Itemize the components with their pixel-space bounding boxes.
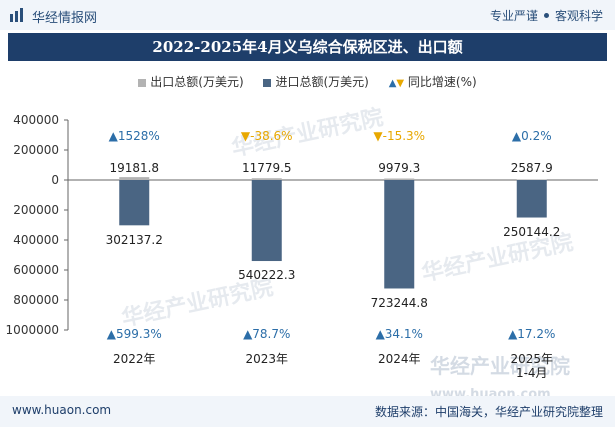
x-category-label-line: 2022年 — [113, 352, 156, 366]
tagline: 专业严谨 客观科学 — [490, 7, 603, 24]
x-category-label: 2024年 — [378, 352, 421, 366]
export-bar — [516, 179, 547, 181]
export-growth-label: ▼-15.3% — [373, 129, 425, 143]
brand-name: 华经情报网 — [32, 11, 98, 26]
export-bar — [119, 177, 150, 180]
footer-bar: www.huaon.com 数据来源：中国海关，华经产业研究院整理 — [0, 396, 615, 427]
x-category-label-line: 2024年 — [378, 352, 421, 366]
import-growth-label: ▲17.2% — [508, 327, 555, 341]
tagline-left: 专业严谨 — [489, 9, 538, 23]
import-growth-label: ▲599.3% — [107, 327, 162, 341]
export-value-label: 9979.3 — [378, 161, 420, 175]
legend-item-import: 进口总额(万美元) — [263, 73, 369, 90]
title-bar: 2022-2025年4月义乌综合保税区进、出口额 — [8, 33, 607, 61]
export-bar — [251, 178, 282, 180]
import-value-label: 540222.3 — [238, 268, 295, 282]
import-bar — [251, 180, 282, 262]
import-bar — [516, 180, 547, 218]
legend: 出口总额(万美元) 进口总额(万美元) ▲▼ 同比增速(%) — [0, 73, 615, 91]
y-tick-label: 400000 — [13, 233, 59, 247]
x-category-label: 2025年 1-4月 — [510, 352, 553, 380]
x-category-label-line: 2025年 — [510, 352, 553, 366]
import-growth-label: ▲34.1% — [376, 327, 423, 341]
export-value-label: 2587.9 — [511, 161, 553, 175]
bar-chart: 400000 200000 0 200000 400000 600000 800000 100… — [6, 113, 598, 380]
y-tick-label: 400000 — [13, 113, 59, 127]
tagline-right: 客观科学 — [554, 9, 603, 23]
header-bar: 华经情报网 专业严谨 客观科学 — [0, 0, 615, 30]
export-growth-label: ▲1528% — [109, 129, 160, 143]
import-growth-label: ▲78.7% — [243, 327, 290, 341]
chart-title: 2022-2025年4月义乌综合保税区进、出口额 — [152, 38, 463, 56]
y-tick-label: 1000000 — [6, 323, 59, 337]
export-value-label: 11779.5 — [242, 161, 292, 175]
y-tick-label: 200000 — [13, 143, 59, 157]
legend-item-growth: ▲▼ 同比增速(%) — [389, 73, 477, 90]
import-bar — [384, 180, 415, 289]
import-value-label: 302137.2 — [106, 233, 163, 247]
x-category-label-line: 1-4月 — [516, 366, 548, 380]
x-category-label: 2023年 — [245, 352, 288, 366]
y-tick-label: 800000 — [13, 293, 59, 307]
legend-export-label: 出口总额(万美元) — [150, 75, 244, 89]
x-category-label-line: 2023年 — [245, 352, 288, 366]
import-value-label: 250144.2 — [503, 225, 560, 239]
dot-separator-icon — [543, 13, 549, 18]
footer-website: www.huaon.com — [12, 403, 112, 417]
import-bar — [119, 180, 150, 226]
legend-import-label: 进口总额(万美元) — [275, 75, 369, 89]
triangle-down-icon: ▼ — [396, 78, 405, 89]
import-value-label: 723244.8 — [371, 296, 428, 310]
legend-growth-label: 同比增速(%) — [407, 75, 477, 89]
footer-source: 数据来源：中国海关，华经产业研究院整理 — [374, 405, 603, 419]
legend-export-swatch — [138, 78, 147, 87]
legend-item-export: 出口总额(万美元) — [138, 73, 244, 90]
export-bar — [384, 178, 415, 180]
export-value-label: 19181.8 — [109, 161, 159, 175]
export-growth-label: ▲0.2% — [512, 129, 552, 143]
brand-logo-icon — [10, 8, 23, 22]
triangle-up-icon: ▲ — [388, 78, 397, 89]
export-growth-label: ▼-38.6% — [241, 129, 293, 143]
legend-import-swatch — [263, 78, 272, 87]
x-category-label: 2022年 — [113, 352, 156, 366]
y-tick-label: 600000 — [13, 263, 59, 277]
y-tick-label: 0 — [51, 173, 59, 187]
y-tick-label: 200000 — [13, 203, 59, 217]
